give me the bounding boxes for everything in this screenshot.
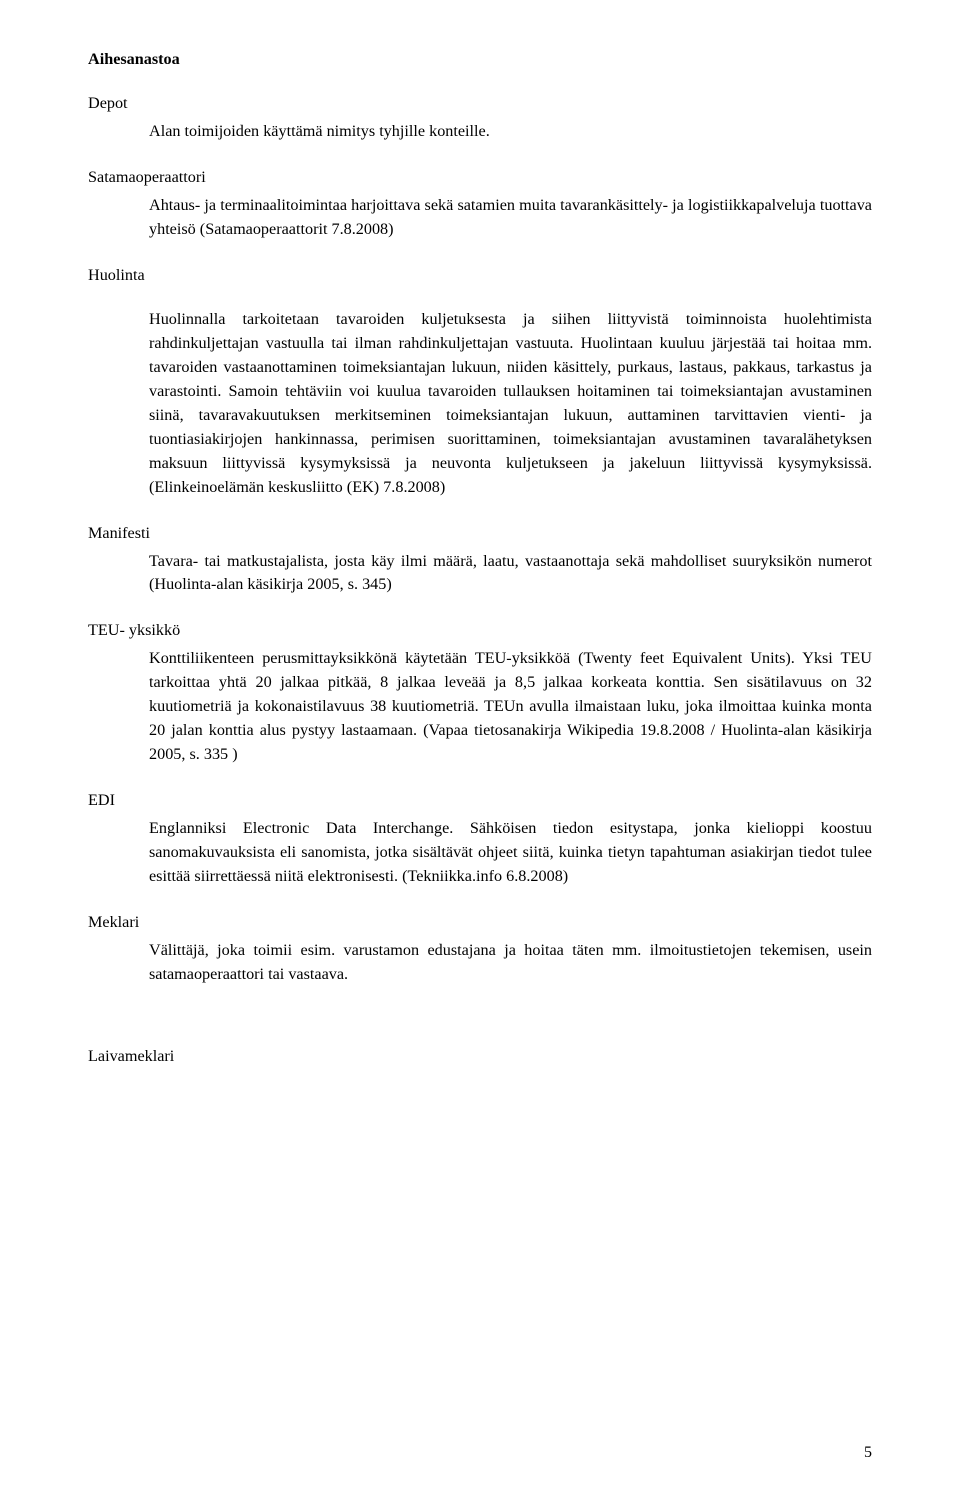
- term-satamaoperaattori: Satamaoperaattori: [88, 166, 872, 190]
- definition-meklari: Välittäjä, joka toimii esim. varustamon …: [149, 939, 872, 987]
- definition-manifesti: Tavara- tai matkustajalista, josta käy i…: [149, 550, 872, 598]
- term-meklari: Meklari: [88, 911, 872, 935]
- definition-satamaoperaattori: Ahtaus- ja terminaalitoimintaa harjoitta…: [149, 194, 872, 242]
- definition-depot: Alan toimijoiden käyttämä nimitys tyhjil…: [149, 120, 872, 144]
- term-teu: TEU- yksikkö: [88, 619, 872, 643]
- page-number: 5: [864, 1441, 872, 1465]
- term-huolinta: Huolinta: [88, 264, 872, 288]
- definition-edi: Englanniksi Electronic Data Interchange.…: [149, 817, 872, 889]
- term-manifesti: Manifesti: [88, 522, 872, 546]
- spacer: [88, 1009, 872, 1045]
- definition-huolinta: Huolinnalla tarkoitetaan tavaroiden kulj…: [149, 308, 872, 500]
- term-depot: Depot: [88, 92, 872, 116]
- definition-teu: Konttiliikenteen perusmittayksikkönä käy…: [149, 647, 872, 767]
- term-laivameklari: Laivameklari: [88, 1045, 872, 1069]
- term-edi: EDI: [88, 789, 872, 813]
- section-heading: Aihesanastoa: [88, 48, 872, 72]
